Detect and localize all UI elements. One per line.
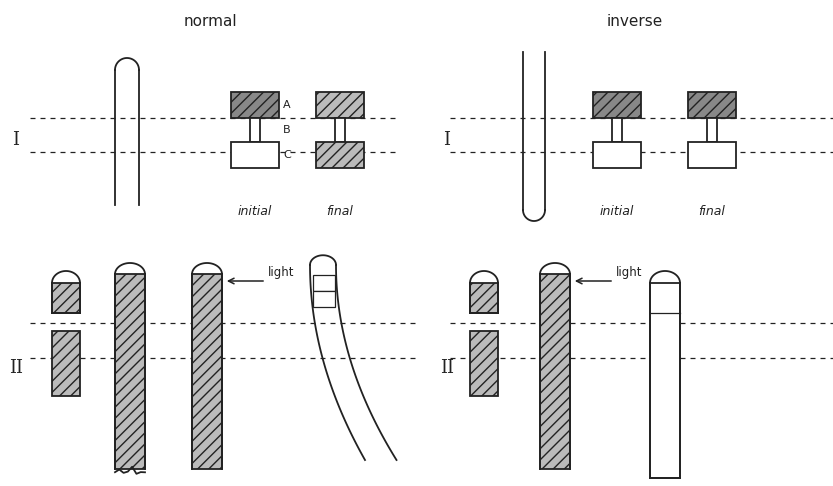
Bar [316, 142, 364, 168]
Text: I: I [12, 131, 19, 149]
Bar [115, 274, 145, 469]
Text: light: light [616, 265, 642, 278]
Text: initial: initial [600, 205, 634, 218]
Text: final: final [699, 205, 726, 218]
Bar [470, 331, 498, 396]
Text: B: B [283, 125, 291, 135]
Bar [335, 118, 345, 142]
Bar [540, 274, 570, 469]
Bar [612, 118, 622, 142]
Text: A: A [283, 100, 291, 110]
Bar [192, 274, 222, 469]
Bar [231, 142, 279, 168]
Bar [593, 142, 641, 168]
Bar [250, 118, 260, 142]
Bar [52, 283, 80, 313]
Text: normal: normal [183, 14, 237, 29]
Text: C: C [283, 150, 291, 160]
Bar [650, 283, 680, 478]
Text: II: II [440, 359, 454, 377]
Bar [313, 275, 335, 291]
Bar [470, 283, 498, 313]
Bar [231, 92, 279, 118]
Text: I: I [443, 131, 451, 149]
Text: final: final [327, 205, 353, 218]
Bar [316, 92, 364, 118]
Bar [707, 118, 717, 142]
Text: II: II [9, 359, 23, 377]
Bar [688, 142, 736, 168]
Bar [52, 331, 80, 396]
Bar [313, 291, 335, 307]
Bar [688, 92, 736, 118]
Text: light: light [268, 265, 295, 278]
Text: initial: initial [237, 205, 272, 218]
Bar [593, 92, 641, 118]
Text: inverse: inverse [607, 14, 663, 29]
